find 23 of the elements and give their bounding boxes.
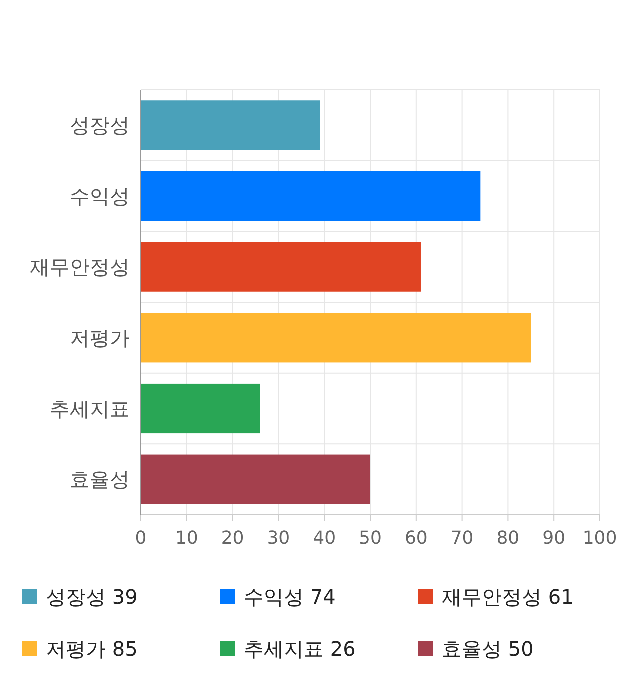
x-tick-label: 100 [582, 528, 618, 549]
x-tick-label: 80 [496, 528, 520, 549]
legend-label: 저평가 85 [46, 637, 138, 661]
x-tick-label: 60 [404, 528, 428, 549]
x-tick-label: 40 [313, 528, 336, 549]
legend-label: 성장성 39 [46, 585, 138, 609]
x-tick-label: 70 [450, 528, 474, 549]
x-tick-label: 90 [542, 528, 566, 549]
x-tick-label: 0 [135, 528, 147, 549]
y-tick-label: 저평가 [70, 326, 130, 350]
x-tick-label: 30 [267, 528, 290, 549]
y-tick-label: 수익성 [70, 184, 130, 208]
legend-label: 수익성 74 [244, 585, 336, 609]
y-tick-label: 성장성 [70, 113, 130, 138]
x-tick-label: 50 [359, 528, 382, 549]
y-tick-label: 효율성 [70, 468, 130, 492]
x-tick-label: 20 [221, 528, 244, 549]
y-tick-label: 재무안정성 [30, 255, 130, 280]
legend-label: 효율성 50 [442, 637, 534, 661]
y-tick-label: 추세지표 [50, 396, 130, 421]
legend-label: 추세지표 26 [244, 637, 356, 661]
legend-label: 재무안정성 61 [442, 585, 574, 609]
x-tick-label: 10 [175, 528, 198, 549]
